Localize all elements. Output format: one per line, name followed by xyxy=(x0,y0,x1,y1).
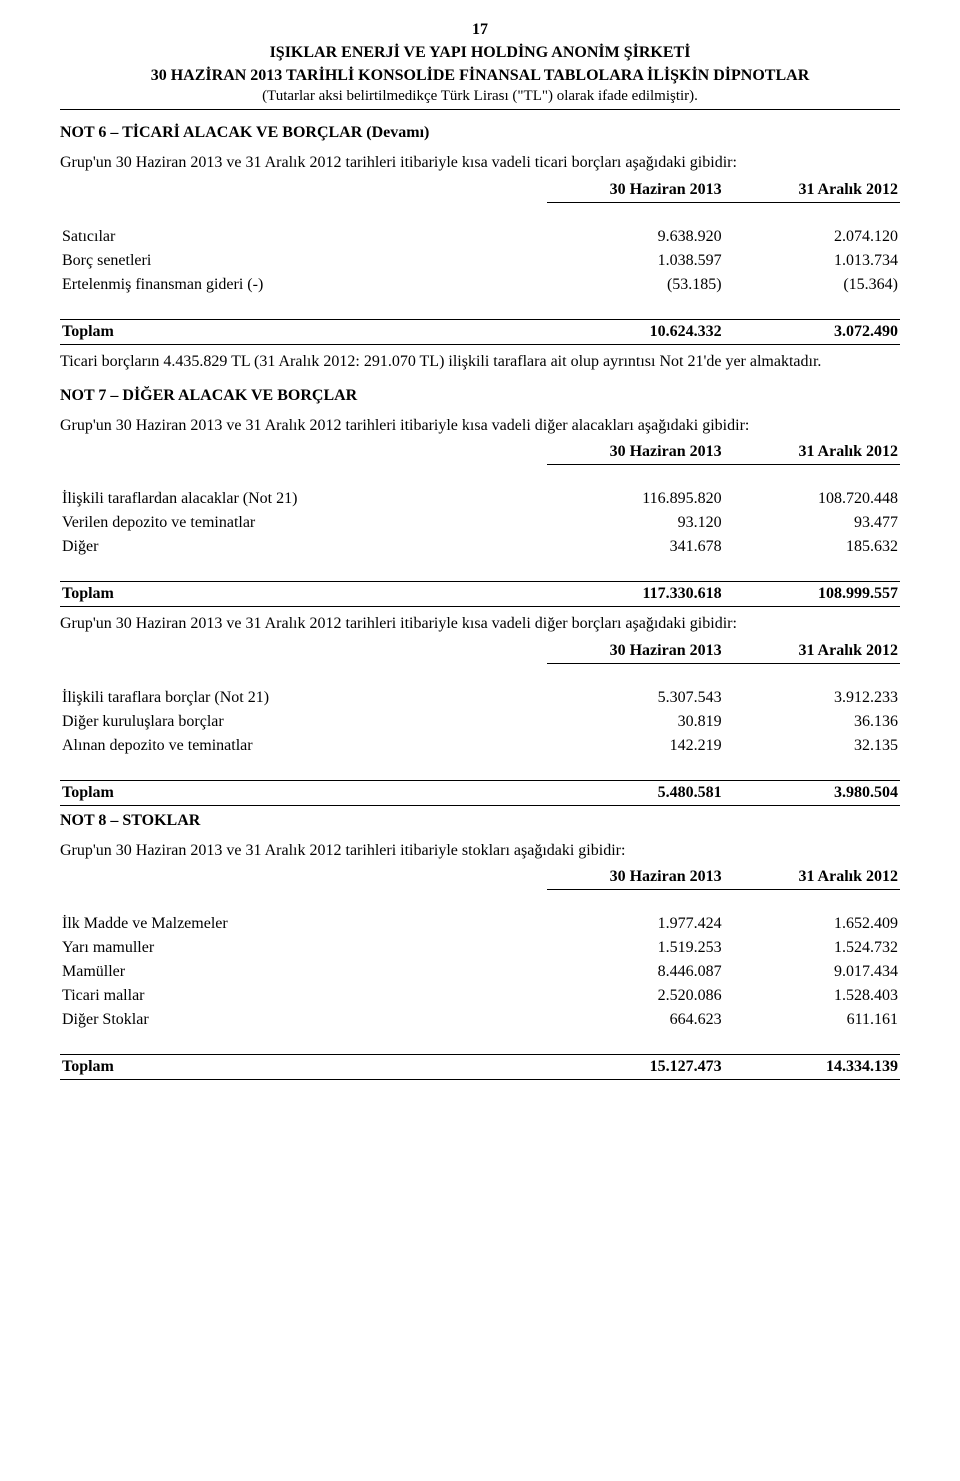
table-row: Alınan depozito ve teminatlar 142.219 32… xyxy=(60,734,900,758)
table-row: Ticari mallar 2.520.086 1.528.403 xyxy=(60,984,900,1008)
row-value: 5.307.543 xyxy=(547,686,723,710)
row-value: 36.136 xyxy=(724,710,900,734)
row-label: Diğer xyxy=(60,535,547,559)
note7-intro-a: Grup'un 30 Haziran 2013 ve 31 Aralık 201… xyxy=(60,415,900,437)
period-2-header: 31 Aralık 2012 xyxy=(724,639,900,664)
row-value: 2.520.086 xyxy=(547,984,723,1008)
total-value: 15.127.473 xyxy=(547,1055,723,1080)
period-2-header: 31 Aralık 2012 xyxy=(724,865,900,890)
total-row: Toplam 10.624.332 3.072.490 xyxy=(60,319,900,344)
row-value: 108.720.448 xyxy=(724,487,900,511)
total-label: Toplam xyxy=(60,582,547,607)
note6-table: 30 Haziran 2013 31 Aralık 2012 Satıcılar… xyxy=(60,178,900,345)
row-label: Borç senetleri xyxy=(60,249,547,273)
table-row: Diğer kuruluşlara borçlar 30.819 36.136 xyxy=(60,710,900,734)
row-label: İlişkili taraflardan alacaklar (Not 21) xyxy=(60,487,547,511)
table-row: Borç senetleri 1.038.597 1.013.734 xyxy=(60,249,900,273)
table-row: İlişkili taraflardan alacaklar (Not 21) … xyxy=(60,487,900,511)
row-label: Yarı mamuller xyxy=(60,936,547,960)
row-label: İlk Madde ve Malzemeler xyxy=(60,912,547,936)
total-value: 14.334.139 xyxy=(724,1055,900,1080)
report-title: 30 HAZİRAN 2013 TARİHLİ KONSOLİDE FİNANS… xyxy=(60,66,900,87)
row-value: 1.524.732 xyxy=(724,936,900,960)
note8-title: NOT 8 – STOKLAR xyxy=(60,812,900,830)
table-row: Mamüller 8.446.087 9.017.434 xyxy=(60,960,900,984)
row-value: 1.038.597 xyxy=(547,249,723,273)
row-value: 2.074.120 xyxy=(724,225,900,249)
row-value: 664.623 xyxy=(547,1008,723,1032)
row-label: Satıcılar xyxy=(60,225,547,249)
total-value: 117.330.618 xyxy=(547,582,723,607)
page-container: 17 IŞIKLAR ENERJİ VE YAPI HOLDİNG ANONİM… xyxy=(0,0,960,1120)
total-label: Toplam xyxy=(60,1055,547,1080)
report-subtitle: (Tutarlar aksi belirtilmedikçe Türk Lira… xyxy=(60,88,900,105)
total-row: Toplam 117.330.618 108.999.557 xyxy=(60,582,900,607)
table-row: İlk Madde ve Malzemeler 1.977.424 1.652.… xyxy=(60,912,900,936)
table-row: Yarı mamuller 1.519.253 1.524.732 xyxy=(60,936,900,960)
row-label: Alınan depozito ve teminatlar xyxy=(60,734,547,758)
note7-table-b: 30 Haziran 2013 31 Aralık 2012 İlişkili … xyxy=(60,639,900,806)
row-label: Mamüller xyxy=(60,960,547,984)
total-value: 5.480.581 xyxy=(547,780,723,805)
table-row: Verilen depozito ve teminatlar 93.120 93… xyxy=(60,511,900,535)
total-label: Toplam xyxy=(60,780,547,805)
row-value: 1.528.403 xyxy=(724,984,900,1008)
note8-table: 30 Haziran 2013 31 Aralık 2012 İlk Madde… xyxy=(60,865,900,1080)
period-1-header: 30 Haziran 2013 xyxy=(547,440,723,465)
total-label: Toplam xyxy=(60,319,547,344)
row-value: 1.013.734 xyxy=(724,249,900,273)
row-label: Verilen depozito ve teminatlar xyxy=(60,511,547,535)
table-row: Diğer Stoklar 664.623 611.161 xyxy=(60,1008,900,1032)
note6-intro: Grup'un 30 Haziran 2013 ve 31 Aralık 201… xyxy=(60,152,900,174)
row-value: (53.185) xyxy=(547,273,723,297)
row-value: 611.161 xyxy=(724,1008,900,1032)
row-value: 1.519.253 xyxy=(547,936,723,960)
row-value: 116.895.820 xyxy=(547,487,723,511)
total-row: Toplam 5.480.581 3.980.504 xyxy=(60,780,900,805)
period-2-header: 31 Aralık 2012 xyxy=(724,178,900,203)
row-label: Ertelenmiş finansman gideri (-) xyxy=(60,273,547,297)
row-value: 185.632 xyxy=(724,535,900,559)
period-1-header: 30 Haziran 2013 xyxy=(547,178,723,203)
note6-title: NOT 6 – TİCARİ ALACAK VE BORÇLAR (Devamı… xyxy=(60,124,900,142)
note8-intro: Grup'un 30 Haziran 2013 ve 31 Aralık 201… xyxy=(60,840,900,862)
page-number: 17 xyxy=(60,20,900,41)
total-value: 10.624.332 xyxy=(547,319,723,344)
row-value: 32.135 xyxy=(724,734,900,758)
company-name: IŞIKLAR ENERJİ VE YAPI HOLDİNG ANONİM Şİ… xyxy=(60,43,900,64)
row-label: Ticari mallar xyxy=(60,984,547,1008)
total-value: 3.980.504 xyxy=(724,780,900,805)
row-value: 3.912.233 xyxy=(724,686,900,710)
row-label: İlişkili taraflara borçlar (Not 21) xyxy=(60,686,547,710)
period-1-header: 30 Haziran 2013 xyxy=(547,639,723,664)
row-value: 93.120 xyxy=(547,511,723,535)
total-value: 108.999.557 xyxy=(724,582,900,607)
row-value: 1.977.424 xyxy=(547,912,723,936)
row-value: 142.219 xyxy=(547,734,723,758)
header-separator xyxy=(60,109,900,110)
note6-footnote: Ticari borçların 4.435.829 TL (31 Aralık… xyxy=(60,351,900,373)
row-value: 9.017.434 xyxy=(724,960,900,984)
table-row: Satıcılar 9.638.920 2.074.120 xyxy=(60,225,900,249)
total-row: Toplam 15.127.473 14.334.139 xyxy=(60,1055,900,1080)
row-value: (15.364) xyxy=(724,273,900,297)
table-row: Ertelenmiş finansman gideri (-) (53.185)… xyxy=(60,273,900,297)
note7-title: NOT 7 – DİĞER ALACAK VE BORÇLAR xyxy=(60,387,900,405)
table-row: Diğer 341.678 185.632 xyxy=(60,535,900,559)
row-value: 93.477 xyxy=(724,511,900,535)
total-value: 3.072.490 xyxy=(724,319,900,344)
row-value: 341.678 xyxy=(547,535,723,559)
period-2-header: 31 Aralık 2012 xyxy=(724,440,900,465)
table-row: İlişkili taraflara borçlar (Not 21) 5.30… xyxy=(60,686,900,710)
note7-intro-b: Grup'un 30 Haziran 2013 ve 31 Aralık 201… xyxy=(60,613,900,635)
row-value: 9.638.920 xyxy=(547,225,723,249)
row-value: 1.652.409 xyxy=(724,912,900,936)
row-value: 30.819 xyxy=(547,710,723,734)
row-label: Diğer kuruluşlara borçlar xyxy=(60,710,547,734)
row-value: 8.446.087 xyxy=(547,960,723,984)
row-label: Diğer Stoklar xyxy=(60,1008,547,1032)
period-1-header: 30 Haziran 2013 xyxy=(547,865,723,890)
note7-table-a: 30 Haziran 2013 31 Aralık 2012 İlişkili … xyxy=(60,440,900,607)
